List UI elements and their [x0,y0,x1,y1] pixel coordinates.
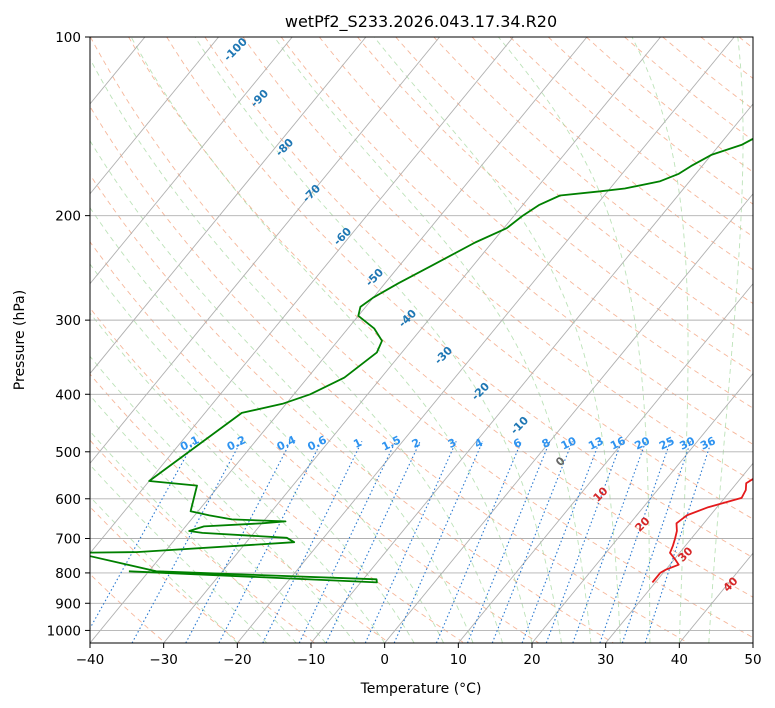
dry-adiabat [204,37,753,520]
y-tick-label: 800 [55,566,81,582]
temperature-profile-line [651,477,753,583]
mixing-ratio-line [393,441,484,643]
dry-adiabat [90,105,689,643]
plot-frame [89,36,754,644]
dry-adiabat [90,173,614,643]
mixing-ratio-line [218,441,322,643]
y-tick-label: 600 [55,492,81,508]
moist-adiabat [273,37,592,643]
mixing-ratio-line [644,441,712,643]
moist-adiabat [90,206,445,643]
dry-adiabat [586,37,753,173]
x-tick-label: 10 [450,652,467,668]
y-tick-label: 400 [55,387,81,403]
mixing-ratio-label: 10 [559,434,579,453]
x-tick-label: −30 [149,652,178,668]
x-tick-label: 50 [744,652,761,668]
x-tick-label: −40 [76,652,105,668]
dry-adiabat [242,37,753,482]
y-tick-label: 500 [55,445,81,461]
mixing-ratio-line [364,441,457,643]
mixing-ratio-line [466,441,551,643]
mixing-ratio-label: 25 [657,434,676,452]
isotherm-line [90,37,514,554]
isotherm-line [384,193,753,643]
isotherm-line [605,462,753,643]
moist-adiabat [90,139,474,643]
moist-adiabat [90,464,268,643]
moist-adiabat [130,37,533,643]
y-axis-label: Pressure (hPa) [12,290,28,390]
mixing-ratio-label: 16 [608,434,628,453]
moist-adiabat [90,394,327,643]
dry-adiabat [90,307,465,643]
dry-adiabat [90,241,540,643]
axis-ticks: −40 −30 −20 −10 0 10 20 30 40 50 100 200 300 400 500 60… [47,30,762,668]
mixing-ratio-line [325,441,421,643]
dry-adiabat [357,37,753,374]
moist-adiabat [373,37,621,643]
x-axis-label: Temperature (°C) [360,681,482,697]
dry-adiabat [166,37,753,559]
mixing-ratio-line [262,441,363,643]
mixing-ratio-label: 36 [698,434,718,453]
mixing-ratio-label: 30 [678,434,698,453]
x-tick-label: 20 [523,652,540,668]
dry-adiabat [471,37,753,271]
isotherm-line [90,37,367,375]
moist-adiabat [90,57,503,643]
moist-adiabat [708,37,744,643]
y-tick-label: 200 [55,209,81,225]
x-tick-label: 40 [671,652,688,668]
isotherm-line [90,37,219,195]
moist-adiabat [194,37,562,643]
moist-adiabat [631,37,689,643]
mixing-ratio-label: 20 [632,434,652,453]
x-tick-label: −10 [297,652,326,668]
isotherm-line [310,103,753,643]
y-tick-label: 1000 [47,623,81,639]
isotherm-line [531,372,753,643]
isotherm-line [163,37,661,643]
isotherm-line [457,282,753,643]
mixing-ratio-line [298,441,397,643]
x-tick-label: −20 [223,652,252,668]
x-tick-label: 0 [380,652,389,668]
moist-adiabat [90,430,297,643]
isotherm-line [90,37,440,465]
isotherm-line [90,37,293,285]
chart-title: wetPf2_S233.2026.043.17.34.R20 [285,12,557,32]
dry-adiabat [128,37,753,598]
mixing-ratio-line [491,441,573,643]
dry-adiabat [90,37,753,639]
dry-adiabat [90,506,241,643]
y-tick-label: 300 [55,313,81,329]
mixing-ratio-line [521,441,601,643]
isotherm-line [90,37,588,643]
mixing-ratio-line [435,441,522,643]
dewpoint-profile-line [90,137,753,584]
moist-adiabat [90,355,356,643]
moist-adiabat [90,263,415,643]
moist-adiabat [498,37,651,643]
y-tick-label: 700 [55,532,81,548]
y-tick-label: 100 [55,30,81,46]
dry-adiabat [547,37,753,205]
isotherm-line [236,37,735,643]
y-tick-label: 900 [55,596,81,612]
mixing-ratio-label: 13 [586,434,605,452]
mixing-ratio-line [90,440,195,630]
x-tick-label: 30 [597,652,614,668]
